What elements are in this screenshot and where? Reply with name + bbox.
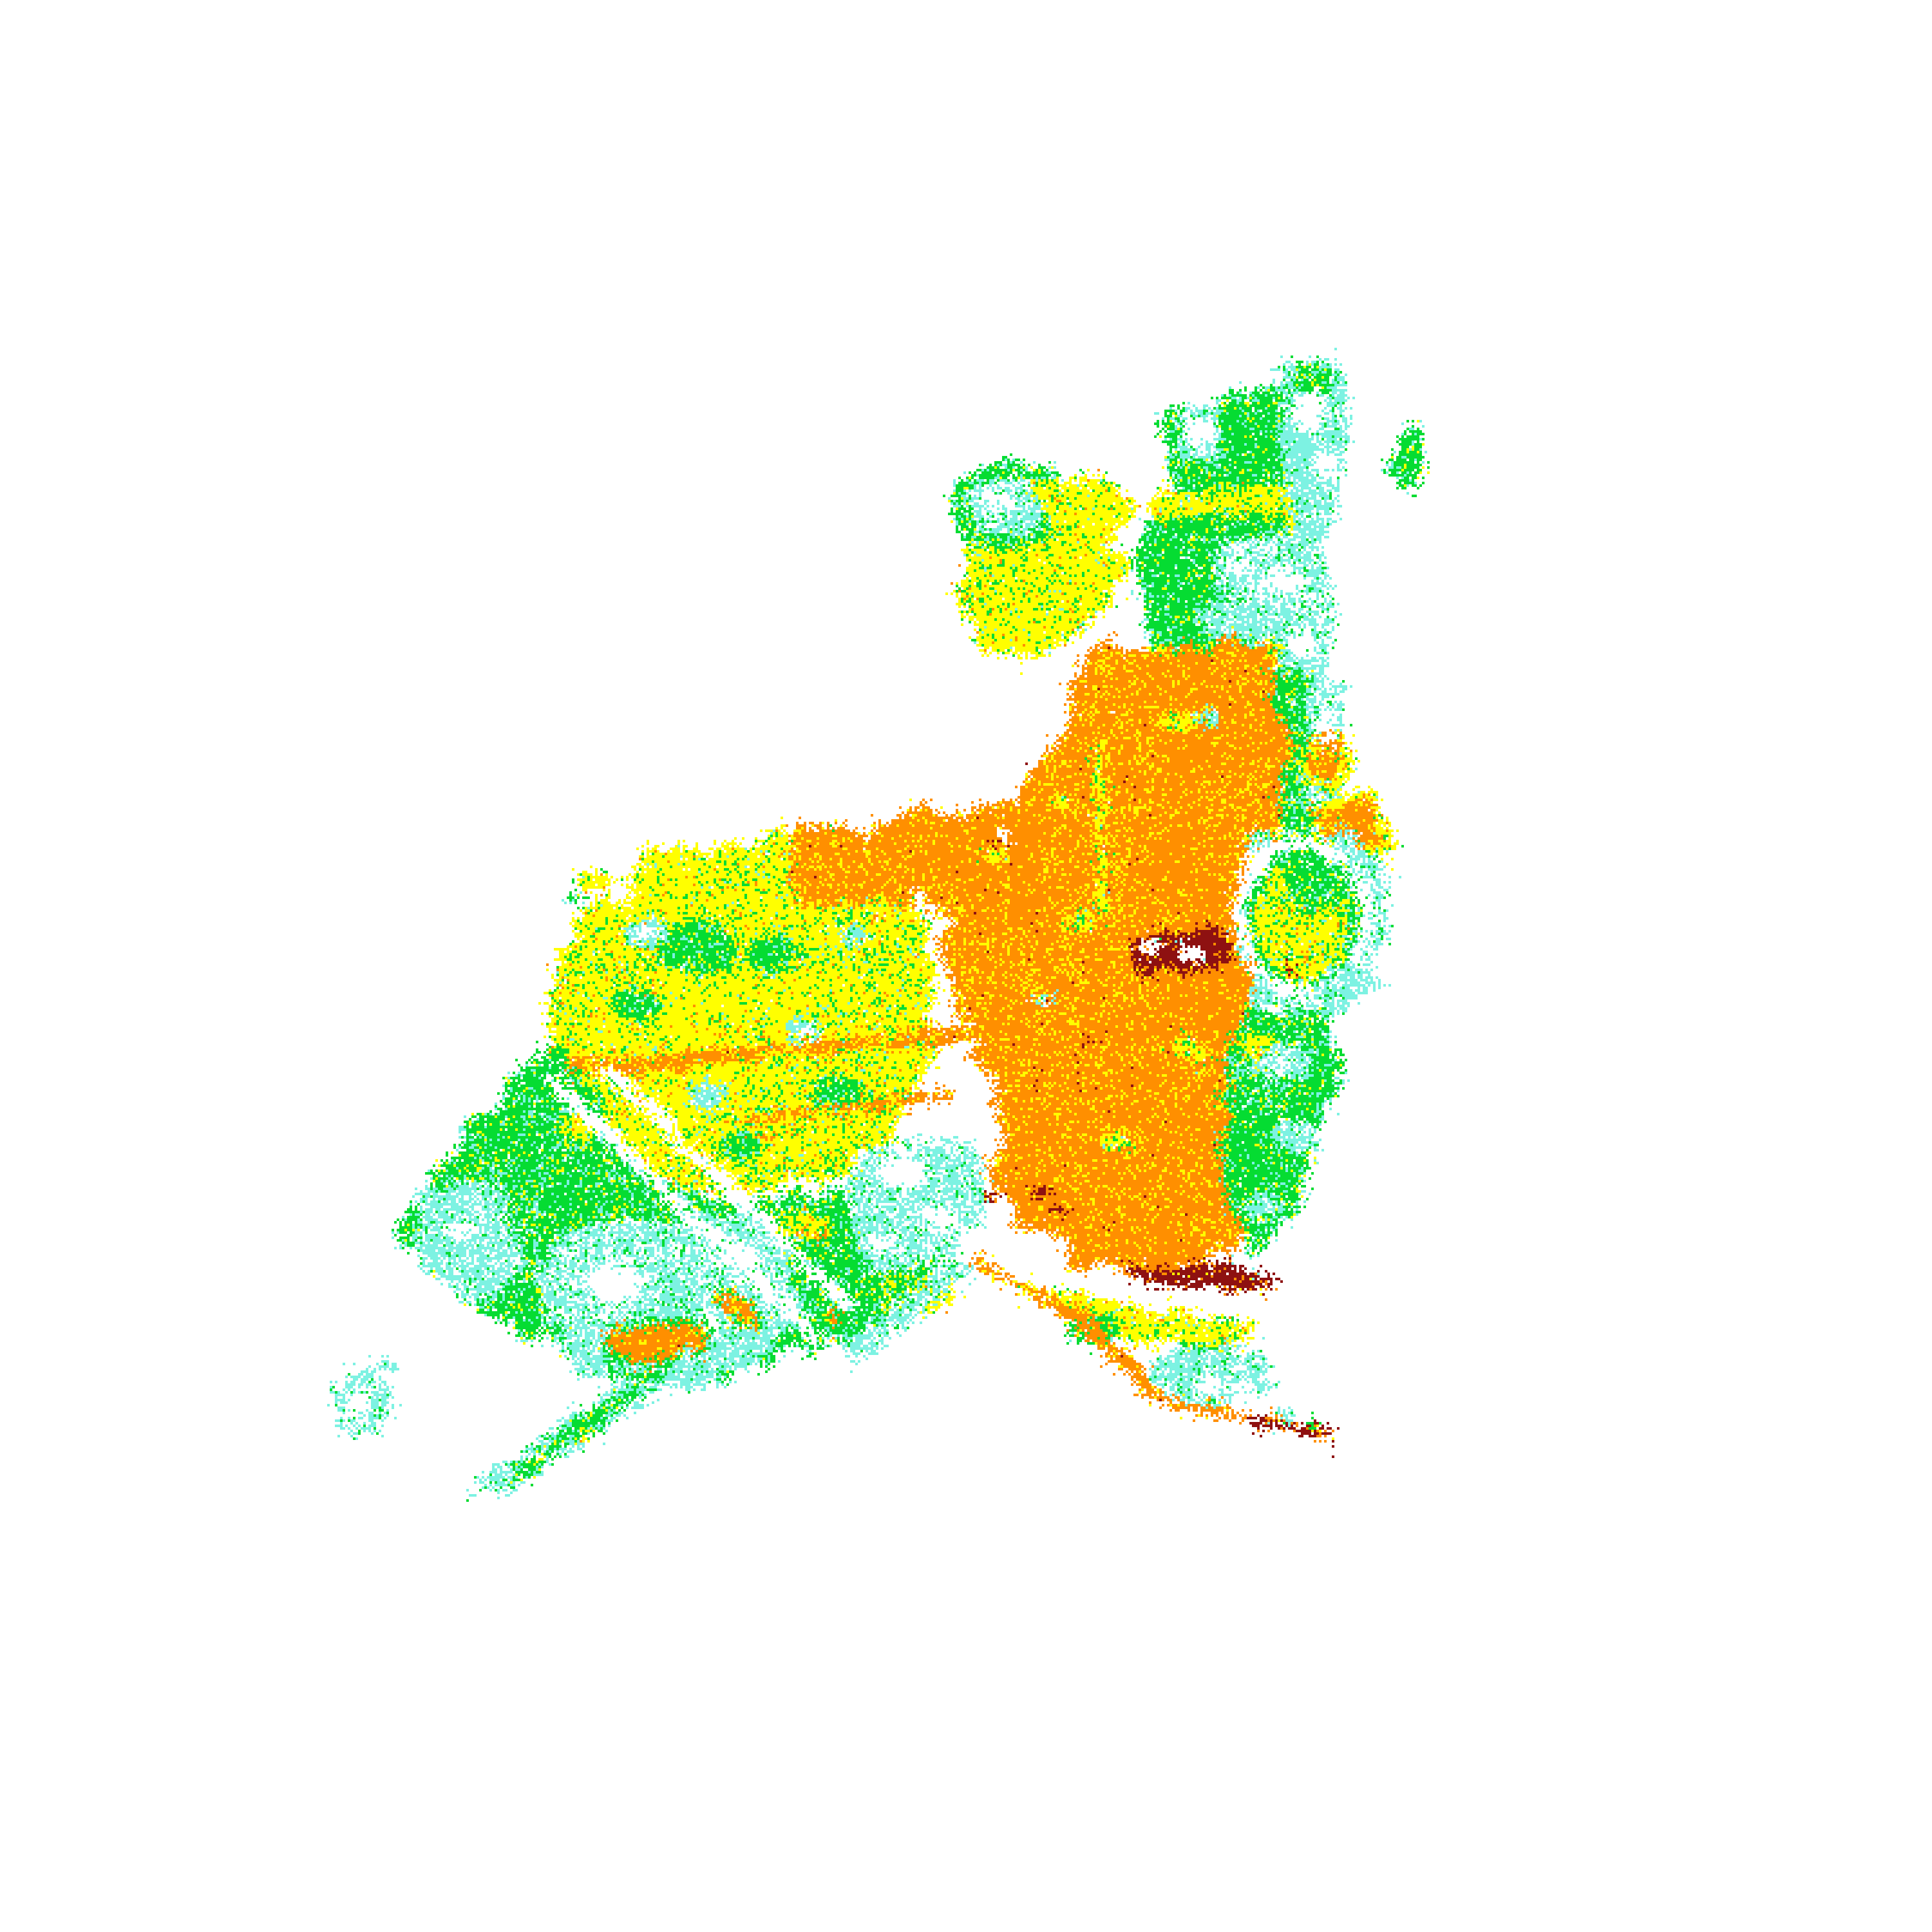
classified-heatmap-raster [0,0,1932,1932]
map-viewport [0,0,1932,1932]
